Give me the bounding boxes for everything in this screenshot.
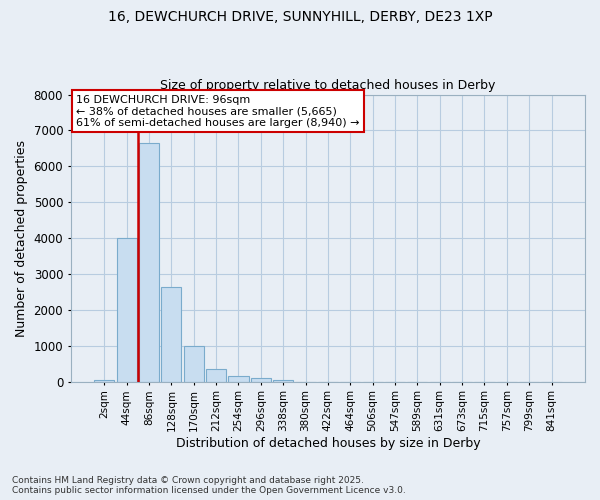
Bar — [94, 380, 115, 382]
Bar — [161, 286, 181, 382]
X-axis label: Distribution of detached houses by size in Derby: Distribution of detached houses by size … — [176, 437, 480, 450]
Bar — [229, 376, 248, 382]
Text: 16 DEWCHURCH DRIVE: 96sqm
← 38% of detached houses are smaller (5,665)
61% of se: 16 DEWCHURCH DRIVE: 96sqm ← 38% of detac… — [76, 94, 359, 128]
Bar — [139, 143, 159, 382]
Title: Size of property relative to detached houses in Derby: Size of property relative to detached ho… — [160, 79, 496, 92]
Y-axis label: Number of detached properties: Number of detached properties — [15, 140, 28, 336]
Bar — [251, 378, 271, 382]
Bar — [273, 380, 293, 382]
Text: 16, DEWCHURCH DRIVE, SUNNYHILL, DERBY, DE23 1XP: 16, DEWCHURCH DRIVE, SUNNYHILL, DERBY, D… — [107, 10, 493, 24]
Text: Contains HM Land Registry data © Crown copyright and database right 2025.
Contai: Contains HM Land Registry data © Crown c… — [12, 476, 406, 495]
Bar — [116, 238, 137, 382]
Bar — [184, 346, 204, 382]
Bar — [206, 369, 226, 382]
